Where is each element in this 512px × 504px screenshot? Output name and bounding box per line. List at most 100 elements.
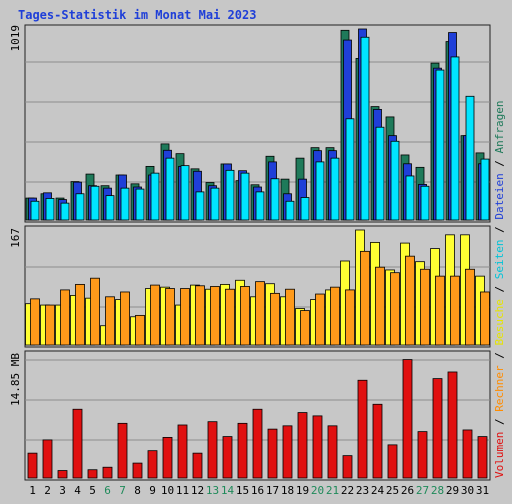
bar-rechner-day-31 [480, 291, 490, 346]
bar-volumen-day-17 [267, 428, 278, 479]
bar-seiten-day-3 [60, 202, 70, 221]
x-tick-label-day-21: 21 [326, 484, 339, 497]
bar-volumen-day-31 [477, 436, 488, 479]
legend-item-dateien: Dateien [493, 173, 506, 219]
bar-seiten-day-21 [330, 157, 340, 221]
bar-volumen-day-11 [177, 424, 188, 479]
legend-separator: / [493, 412, 506, 432]
right-legend: Volumen / Rechner / Besuche / Seiten / D… [493, 100, 506, 478]
legend-item-besuche: Besuche [493, 299, 506, 345]
bar-rechner-day-15 [240, 286, 250, 346]
bar-rechner-day-30 [465, 268, 475, 346]
x-tick-label-day-15: 15 [236, 484, 249, 497]
bar-seiten-day-24 [375, 126, 385, 221]
bar-volumen-day-13 [207, 421, 218, 479]
bar-volumen-day-8 [132, 462, 143, 479]
bar-volumen-day-5 [87, 469, 98, 479]
x-tick-label-day-17: 17 [266, 484, 279, 497]
x-tick-label-day-12: 12 [191, 484, 204, 497]
bar-rechner-day-10 [165, 288, 175, 346]
bar-rechner-day-23 [360, 250, 370, 346]
bar-seiten-day-11 [180, 165, 190, 221]
x-tick-label-day-25: 25 [386, 484, 399, 497]
x-tick-label-day-10: 10 [161, 484, 174, 497]
x-tick-label-day-30: 30 [461, 484, 474, 497]
bar-volumen-day-19 [297, 412, 308, 479]
chart-title: Tages-Statistik im Monat Mai 2023 [18, 8, 256, 22]
bar-seiten-day-15 [240, 172, 250, 221]
bar-rechner-day-3 [60, 289, 70, 346]
top-panel-max-label: 1019 [9, 25, 22, 52]
bar-volumen-day-23 [357, 379, 368, 479]
bar-rechner-day-5 [90, 277, 100, 346]
bar-rechner-day-16 [255, 281, 265, 346]
bar-rechner-day-27 [420, 268, 430, 346]
bar-rechner-day-22 [345, 289, 355, 346]
bar-volumen-day-28 [432, 378, 443, 479]
bar-seiten-day-22 [345, 118, 355, 221]
x-tick-label-day-18: 18 [281, 484, 294, 497]
legend-item-anfragen: Anfragen [493, 100, 506, 153]
legend-separator: / [493, 153, 506, 173]
x-tick-label-day-9: 9 [149, 484, 156, 497]
bar-seiten-day-29 [450, 56, 460, 221]
bar-seiten-day-14 [225, 169, 235, 221]
bar-volumen-day-6 [102, 466, 113, 479]
panel-visits-hosts [24, 225, 491, 348]
bar-seiten-day-17 [270, 178, 280, 221]
x-tick-label-day-27: 27 [416, 484, 429, 497]
bar-seiten-day-4 [75, 193, 85, 221]
x-tick-label-day-7: 7 [119, 484, 126, 497]
x-tick-label-day-8: 8 [134, 484, 141, 497]
bar-volumen-day-1 [27, 452, 38, 479]
bar-volumen-day-2 [42, 439, 53, 479]
bar-seiten-day-30 [465, 95, 475, 221]
bar-rechner-day-7 [120, 291, 130, 346]
bar-volumen-day-25 [387, 444, 398, 479]
legend-separator: / [493, 279, 506, 299]
bar-rechner-day-25 [390, 272, 400, 346]
bar-volumen-day-26 [402, 359, 413, 479]
bar-seiten-day-28 [435, 69, 445, 221]
bar-volumen-day-20 [312, 415, 323, 479]
x-tick-label-day-16: 16 [251, 484, 264, 497]
bar-rechner-day-13 [210, 286, 220, 346]
bar-rechner-day-2 [45, 304, 55, 346]
bar-rechner-day-12 [195, 285, 205, 346]
x-tick-label-day-31: 31 [476, 484, 489, 497]
bar-volumen-day-15 [237, 422, 248, 479]
bar-volumen-day-16 [252, 408, 263, 479]
panel-volume [24, 350, 491, 481]
x-tick-label-day-11: 11 [176, 484, 189, 497]
legend-item-volumen: Volumen [493, 432, 506, 478]
bar-volumen-day-4 [72, 408, 83, 479]
bottom-panel-max-label: 14.85 MB [9, 353, 22, 406]
x-tick-label-day-1: 1 [29, 484, 36, 497]
bar-seiten-day-18 [285, 200, 295, 221]
bar-seiten-day-23 [360, 36, 370, 221]
legend-item-seiten: Seiten [493, 240, 506, 280]
x-tick-label-day-24: 24 [371, 484, 385, 497]
x-tick-label-day-22: 22 [341, 484, 354, 497]
bar-seiten-day-19 [300, 197, 310, 221]
x-tick-label-day-14: 14 [221, 484, 235, 497]
bar-rechner-day-11 [180, 288, 190, 346]
x-axis-day-labels: 1 2 3 4 5 6 7 8 9 10 11 12 13 14 15 16 17 18 19 20 21 22 23 24 2… [29, 484, 489, 497]
panel-requests-files-pages [24, 24, 491, 223]
bar-seiten-day-7 [120, 187, 130, 221]
bar-volumen-day-12 [192, 452, 203, 479]
bar-volumen-day-3 [57, 470, 68, 479]
bar-seiten-day-9 [150, 172, 160, 221]
bar-volumen-day-27 [417, 431, 428, 479]
bar-seiten-day-20 [315, 161, 325, 221]
bar-rechner-day-29 [450, 275, 460, 346]
bar-seiten-day-27 [420, 185, 430, 221]
bar-rechner-day-20 [315, 293, 325, 346]
bar-rechner-day-14 [225, 288, 235, 346]
bar-rechner-day-9 [150, 284, 160, 346]
bar-rechner-day-24 [375, 266, 385, 346]
x-tick-label-day-5: 5 [89, 484, 96, 497]
bar-seiten-day-1 [30, 200, 40, 221]
bar-rechner-day-4 [75, 283, 85, 346]
